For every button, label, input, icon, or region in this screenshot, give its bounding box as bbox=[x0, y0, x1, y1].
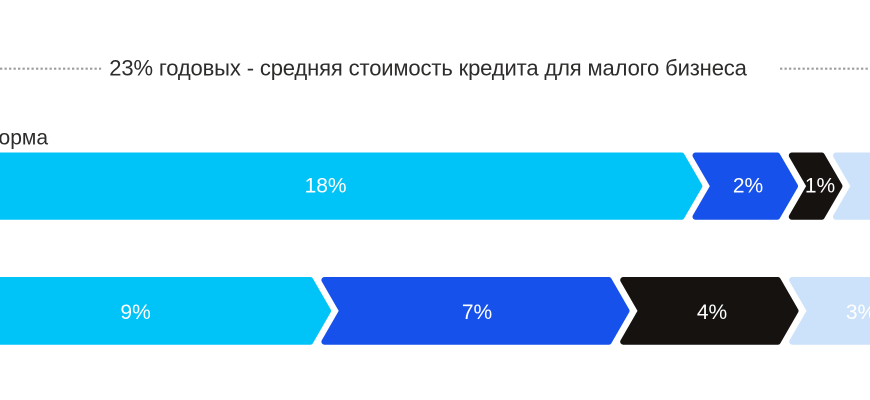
svg-text:18%: 18% bbox=[305, 174, 347, 197]
svg-text:23% годовых - средняя стоимост: 23% годовых - средняя стоимость кредита … bbox=[109, 56, 747, 81]
svg-text:1%: 1% bbox=[805, 174, 835, 197]
svg-text:3%: 3% bbox=[846, 301, 870, 324]
svg-text:7%: 7% bbox=[462, 301, 492, 324]
svg-text:2%: 2% bbox=[733, 174, 763, 197]
svg-text:9%: 9% bbox=[120, 301, 150, 324]
svg-text:4%: 4% bbox=[697, 301, 727, 324]
svg-text:Платформа: Платформа bbox=[0, 127, 48, 150]
